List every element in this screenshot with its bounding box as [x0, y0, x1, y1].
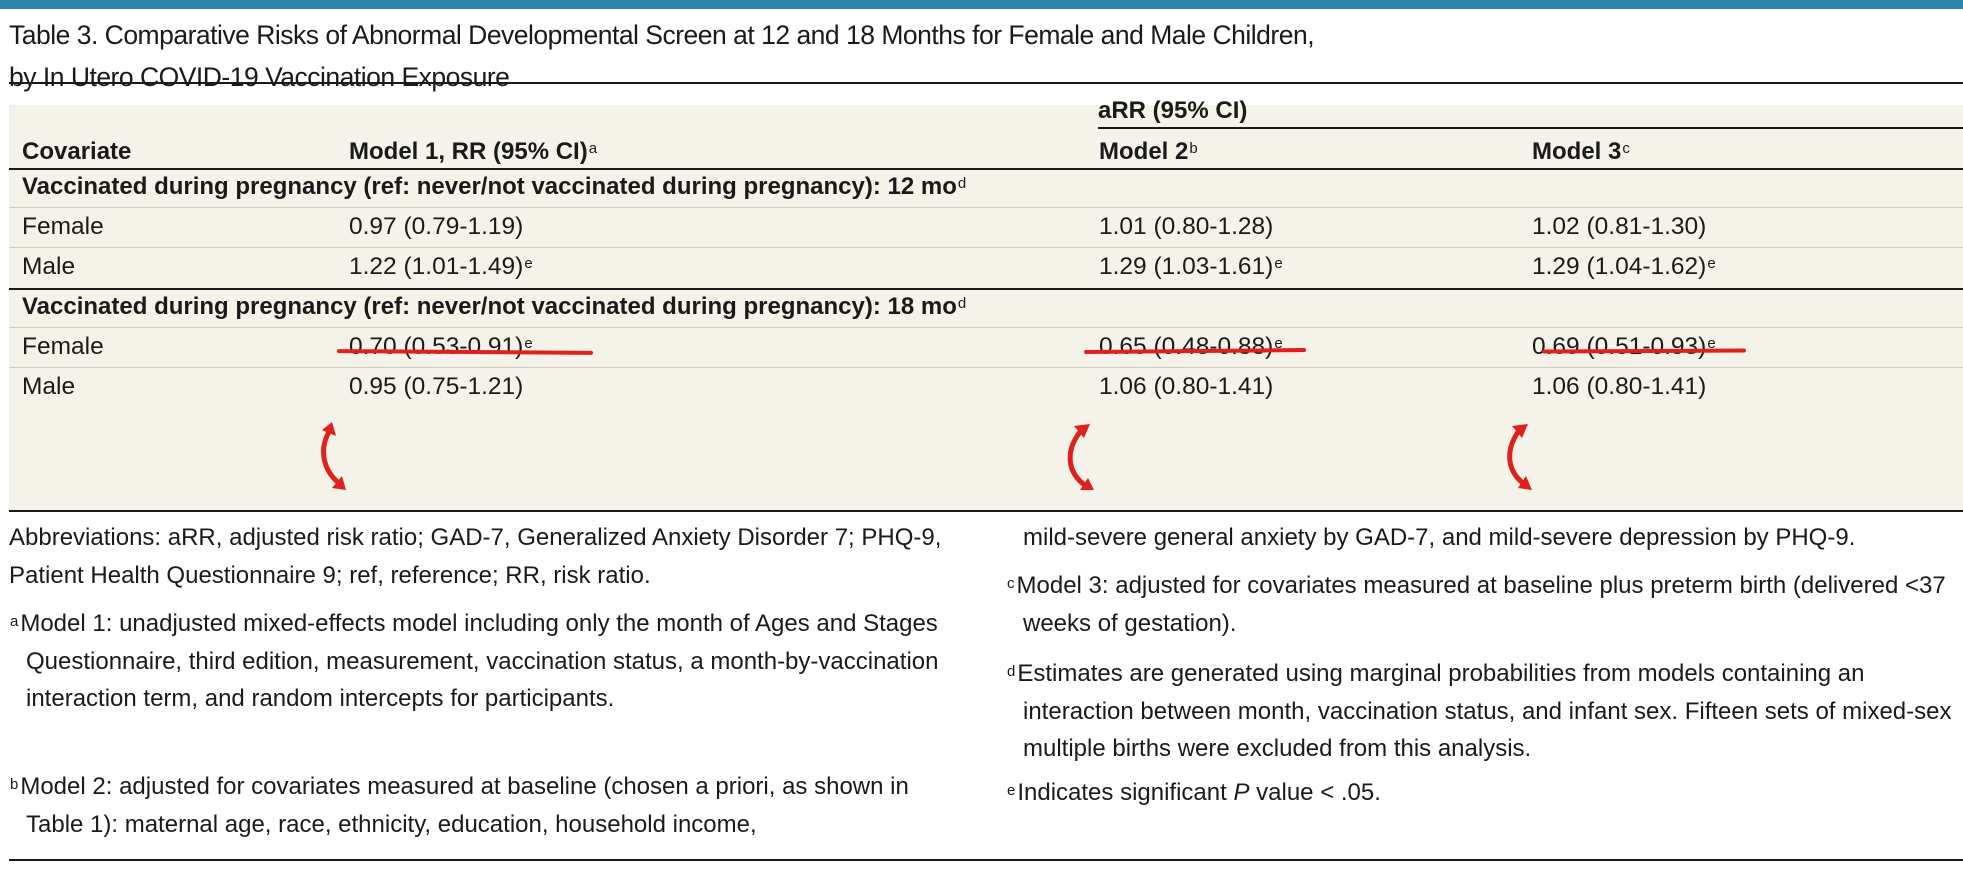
header-group-arr: aRR (95% CI) — [1098, 97, 1248, 124]
section-label-18mo: Vaccinated during pregnancy (ref: never/… — [22, 293, 967, 320]
footnote-e-italic-p: P — [1233, 779, 1250, 806]
table-title-line-1: Table 3. Comparative Risks of Abnormal D… — [9, 20, 1315, 50]
cell-18mo-female-m3: 0.69 (0.51-0.93)e — [1532, 333, 1716, 360]
row-divider — [9, 327, 1963, 328]
section-rule — [9, 288, 1963, 290]
accent-top-bar — [0, 0, 1963, 9]
header-group-rule — [1098, 127, 1963, 129]
table-body-background — [9, 105, 1963, 512]
row-divider — [9, 207, 1963, 208]
row-divider — [9, 367, 1963, 368]
annotation-double-arrow-m2 — [1067, 424, 1094, 490]
cell-12mo-male-m3: 1.29 (1.04-1.62)e — [1532, 253, 1716, 280]
cell-12mo-male-m1: 1.22 (1.01-1.49)e — [349, 253, 533, 280]
cell-18mo-female-m2: 0.65 (0.48-0.88)e — [1099, 333, 1283, 360]
table-bottom-rule — [9, 510, 1963, 512]
cell-18mo-male-m2: 1.06 (0.80-1.41) — [1099, 373, 1274, 400]
footnote-d: dEstimates are generated using marginal … — [1007, 660, 1952, 762]
footnote-abbreviations: Abbreviations: aRR, adjusted risk ratio;… — [9, 524, 942, 589]
row-covariate-12mo-female: Female — [22, 213, 104, 240]
header-model-2: Model 2b — [1099, 138, 1198, 165]
section-label-12mo: Vaccinated during pregnancy (ref: never/… — [22, 173, 967, 200]
cell-18mo-male-m3: 1.06 (0.80-1.41) — [1532, 373, 1707, 400]
cell-12mo-female-m3: 1.02 (0.81-1.30) — [1532, 213, 1707, 240]
header-covariate: Covariate — [22, 138, 132, 165]
footnote-c: cModel 3: adjusted for covariates measur… — [1007, 572, 1946, 637]
header-model-3: Model 3c — [1532, 138, 1630, 165]
footnote-b-continued: mild-severe general anxiety by GAD-7, an… — [1023, 524, 1856, 551]
table-title-line-2: by In Utero COVID-19 Vaccination Exposur… — [9, 62, 510, 92]
table-top-rule — [9, 82, 1963, 84]
cell-18mo-female-m1: 0.70 (0.53-0.91)e — [349, 333, 533, 360]
annotation-double-arrow-m1 — [321, 422, 346, 490]
row-divider — [9, 247, 1963, 248]
row-covariate-18mo-male: Male — [22, 373, 76, 400]
cell-12mo-female-m1: 0.97 (0.79-1.19) — [349, 213, 524, 240]
page-bottom-rule — [9, 859, 1963, 861]
cell-18mo-male-m1: 0.95 (0.75-1.21) — [349, 373, 524, 400]
row-covariate-12mo-male: Male — [22, 253, 76, 280]
cell-12mo-female-m2: 1.01 (0.80-1.28) — [1099, 213, 1274, 240]
footnote-b: bModel 2: adjusted for covariates measur… — [10, 773, 909, 838]
header-model-1: Model 1, RR (95% CI)a — [349, 138, 598, 165]
annotation-double-arrow-m3 — [1507, 424, 1532, 490]
footnote-e: eIndicates significant P value < .05. — [1007, 779, 1381, 806]
footnote-a: aModel 1: unadjusted mixed-effects model… — [10, 610, 939, 712]
cell-12mo-male-m2: 1.29 (1.03-1.61)e — [1099, 253, 1283, 280]
header-bottom-rule — [9, 168, 1963, 170]
row-covariate-18mo-female: Female — [22, 333, 104, 360]
table-title: Table 3. Comparative Risks of Abnormal D… — [9, 14, 1909, 98]
